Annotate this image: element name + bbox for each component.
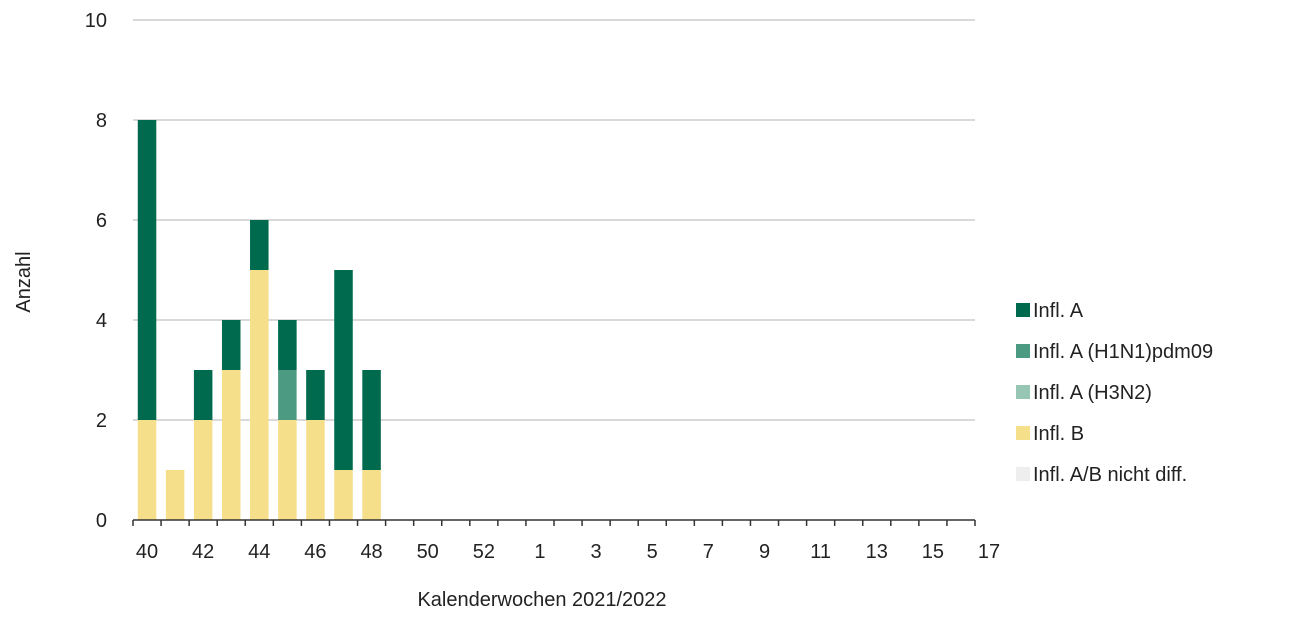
y-tick-label: 2 xyxy=(96,410,107,432)
x-tick-label: 52 xyxy=(473,541,495,563)
grid-layer xyxy=(133,19,975,421)
bar-segment-infl-a xyxy=(137,120,157,420)
bar-segment-infl-a-h1n1-pdm09 xyxy=(278,370,297,420)
bar-segment-infl-b xyxy=(250,270,269,520)
x-tick-label: 50 xyxy=(417,541,439,563)
x-tick-label: 42 xyxy=(192,541,214,563)
x-tick-label: 15 xyxy=(922,541,944,563)
bar-segment-infl-a xyxy=(362,370,381,470)
bar-segment-infl-b xyxy=(278,420,297,520)
bar-segment-infl-b xyxy=(362,470,381,520)
legend-swatch xyxy=(1016,467,1030,481)
x-tick-label: 3 xyxy=(591,541,602,563)
x-tick-label: 17 xyxy=(978,541,1000,563)
bar-segment-infl-a xyxy=(278,320,297,370)
bar-segment-infl-b xyxy=(137,420,157,520)
bar-segment-infl-b xyxy=(306,420,325,520)
bar-segment-infl-b xyxy=(193,420,213,520)
x-tick-label: 44 xyxy=(248,541,270,563)
bars-layer xyxy=(137,120,381,520)
y-tick-label: 10 xyxy=(85,10,107,32)
x-axis-label: Kalenderwochen 2021/2022 xyxy=(417,589,666,611)
legend-label: Infl. B xyxy=(1033,423,1084,445)
x-tick-label: 46 xyxy=(304,541,326,563)
legend-swatch xyxy=(1016,344,1030,358)
legend-label: Infl. A (H1N1)pdm09 xyxy=(1033,341,1213,363)
x-tick-label: 40 xyxy=(136,541,158,563)
legend: Infl. A Infl. A (H1N1)pdm09 Infl. A (H3N2)… xyxy=(1016,300,1213,486)
bar-segment-infl-b xyxy=(165,470,185,520)
y-axis-label: Anzahl xyxy=(13,251,35,312)
bar-segment-infl-a xyxy=(250,220,269,270)
x-tick-label: 9 xyxy=(759,541,770,563)
x-tick-label: 13 xyxy=(866,541,888,563)
bar-segment-infl-b xyxy=(221,370,241,520)
legend-label: Infl. A xyxy=(1033,300,1084,322)
bar-segment-infl-b xyxy=(334,470,353,520)
y-tick-label: 6 xyxy=(96,210,107,232)
bar-segment-infl-a xyxy=(334,270,353,470)
bar-segment-infl-a xyxy=(193,370,213,420)
x-tick-label: 5 xyxy=(647,541,658,563)
bar-segment-infl-a xyxy=(221,320,241,370)
legend-swatch xyxy=(1016,385,1030,399)
x-tick-label: 11 xyxy=(810,541,831,563)
legend-swatch xyxy=(1016,426,1030,440)
x-tick-label: 48 xyxy=(360,541,382,563)
y-tick-label: 4 xyxy=(96,310,107,332)
legend-swatch xyxy=(1016,303,1030,317)
legend-label: Infl. A/B nicht diff. xyxy=(1033,464,1187,486)
x-tick-label: 1 xyxy=(534,541,545,563)
legend-label: Infl. A (H3N2) xyxy=(1033,382,1152,404)
x-tick-label: 7 xyxy=(703,541,714,563)
y-tick-label: 8 xyxy=(96,110,107,132)
y-tick-label: 0 xyxy=(96,510,107,532)
bar-segment-infl-a xyxy=(306,370,325,420)
